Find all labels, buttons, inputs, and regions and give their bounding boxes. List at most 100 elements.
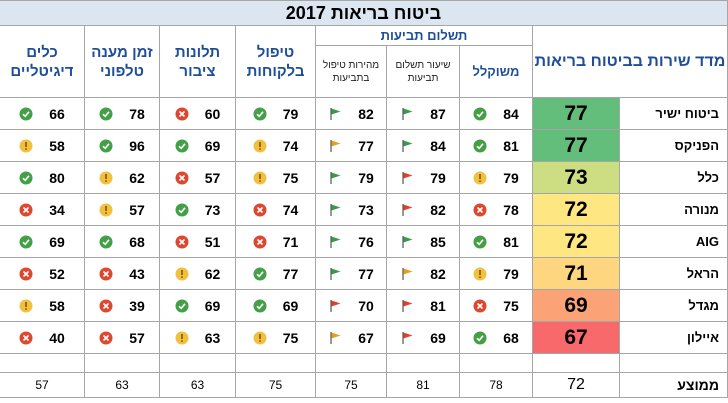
- cell-content: 69: [161, 138, 235, 154]
- status-icon: [402, 235, 413, 248]
- cell: 79: [315, 161, 387, 194]
- cell-content: 96: [86, 138, 159, 154]
- check-mark: [476, 334, 484, 341]
- x-mark: [178, 174, 185, 181]
- cell-content: 87: [388, 106, 459, 122]
- cell-content: 71: [237, 234, 315, 250]
- status-icon: [99, 299, 113, 312]
- score: 67: [532, 321, 620, 354]
- cell-content: 80: [0, 170, 83, 186]
- cell-value: 34: [49, 201, 65, 218]
- warn-bar: [180, 333, 183, 339]
- cell: 79: [386, 161, 460, 194]
- cell: 96: [84, 129, 160, 162]
- blank-cell: [84, 353, 160, 373]
- cell-value: 79: [503, 265, 519, 282]
- row: AIG 72 81 85 76 71 51 68 69: [0, 225, 728, 258]
- cell-value: 77: [282, 265, 299, 282]
- x-mark: [103, 270, 110, 277]
- row: כלל 73 79 79 79 75 57 62 80: [0, 161, 728, 194]
- cell: 57: [159, 161, 236, 194]
- icon-circle: [19, 235, 33, 248]
- cell: 77: [315, 257, 387, 290]
- cell-value: 78: [503, 201, 519, 218]
- cell-content: 77: [317, 266, 386, 282]
- cell-value: 79: [430, 169, 446, 186]
- score: 77: [532, 97, 620, 130]
- status-icon: [253, 299, 267, 312]
- check-mark: [178, 142, 186, 149]
- cell: 84: [459, 97, 533, 130]
- cell: 87: [386, 97, 460, 130]
- cell-content: 73: [317, 201, 386, 218]
- warn-bar: [105, 205, 108, 211]
- check-mark: [256, 270, 264, 277]
- cell-value: 62: [204, 265, 221, 282]
- check-mark: [178, 206, 186, 213]
- status-icon: [175, 267, 189, 280]
- status-icon: [253, 107, 267, 120]
- flag: [331, 268, 341, 274]
- cell-content: 68: [86, 234, 159, 250]
- status-icon: [99, 139, 113, 152]
- x-mark: [23, 206, 30, 213]
- cell-content: 62: [86, 170, 159, 186]
- score: 72: [532, 225, 620, 258]
- flag: [331, 236, 341, 242]
- cell-value: 60: [204, 105, 221, 122]
- cell: 69: [159, 129, 236, 162]
- cell-content: 34: [0, 201, 83, 218]
- blank-cell: [619, 353, 728, 373]
- check-mark: [256, 110, 264, 117]
- warn-bar: [25, 301, 28, 307]
- cell-content: 43: [86, 266, 159, 282]
- cell-value: 69: [49, 233, 65, 250]
- cell-content: 81: [388, 298, 459, 314]
- cell-content: 82: [317, 106, 386, 122]
- status-icon: [473, 267, 487, 280]
- status-icon: [175, 171, 189, 184]
- cell: 79: [459, 257, 533, 290]
- cell-value: 73: [358, 201, 374, 218]
- check-mark: [22, 110, 30, 117]
- cell-value: 75: [282, 329, 299, 346]
- cell: 67: [315, 321, 387, 354]
- cell-value: 69: [430, 329, 446, 346]
- cell: 76: [315, 225, 387, 258]
- x-mark: [256, 206, 263, 213]
- status-icon: [330, 331, 341, 344]
- cell-value: 57: [204, 169, 221, 186]
- cell: 79: [459, 161, 533, 194]
- cell-value: 84: [503, 105, 519, 122]
- cell: 58: [0, 289, 86, 322]
- average-row: ממוצע 72 78 81 75 75 63 63 57: [0, 372, 728, 398]
- cell-content: 57: [86, 202, 159, 218]
- cell: 78: [84, 97, 160, 130]
- cell-content: 82: [388, 266, 459, 282]
- cell: 74: [235, 193, 316, 226]
- status-icon: [330, 299, 341, 312]
- x-mark: [477, 302, 484, 309]
- cell: 57: [84, 321, 160, 354]
- icon-circle: [175, 139, 189, 152]
- flag: [331, 172, 341, 178]
- blank-cell: [315, 353, 387, 373]
- cell: 70: [315, 289, 387, 322]
- flag: [403, 236, 413, 242]
- x-mark: [256, 238, 263, 245]
- icon-circle: [473, 139, 487, 152]
- cell: 82: [386, 193, 460, 226]
- flag: [403, 204, 413, 210]
- cell-content: 77: [317, 138, 386, 154]
- status-icon: [19, 235, 33, 248]
- status-icon: [473, 331, 487, 344]
- status-icon: [330, 171, 341, 184]
- cell: 60: [159, 97, 236, 130]
- status-icon: [19, 331, 33, 344]
- cell: 43: [84, 257, 160, 290]
- icon-circle: [99, 107, 113, 120]
- status-icon: [402, 107, 413, 120]
- cell-content: 51: [161, 234, 235, 250]
- score: 77: [532, 129, 620, 162]
- cell-content: 70: [317, 298, 386, 314]
